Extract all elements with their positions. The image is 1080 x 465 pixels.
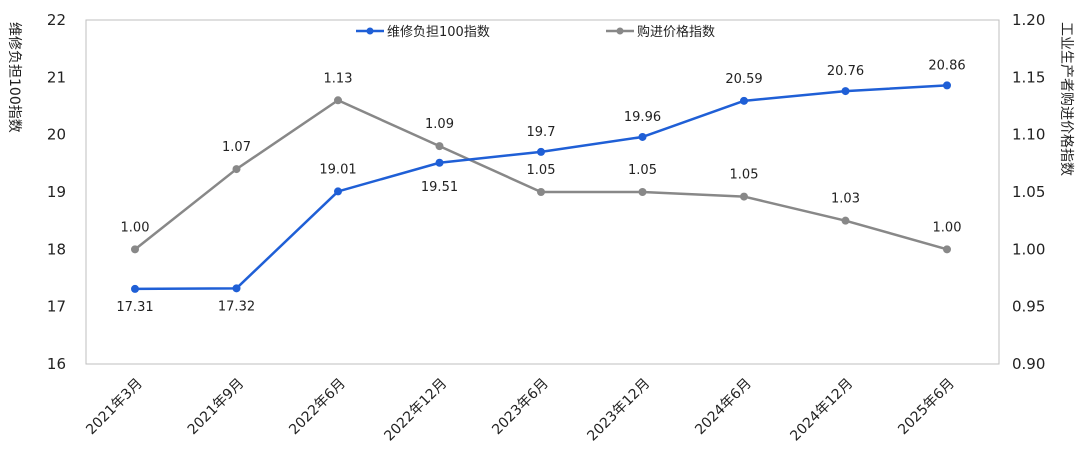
data-point: [740, 192, 748, 201]
data-point: [334, 187, 342, 196]
right-tick-label: 0.90: [1012, 355, 1045, 373]
data-label: 19.01: [319, 162, 356, 177]
right-tick-label: 1.00: [1012, 240, 1045, 258]
data-label: 20.86: [928, 58, 965, 73]
left-tick-label: 16: [47, 355, 66, 373]
left-axis-ticks: 16 17 18 19 20 21 22: [47, 11, 66, 373]
left-tick-label: 22: [47, 11, 66, 29]
legend-label-gray: 购进价格指数: [637, 24, 715, 40]
x-tick-label: 2022年6月: [286, 376, 349, 439]
x-axis-ticks: 2021年3月 2021年9月 2022年6月 2022年12月 2023年6月 2023…: [83, 376, 958, 445]
data-point: [232, 165, 241, 174]
series-layer: [131, 81, 951, 293]
data-point: [131, 245, 139, 254]
right-tick-label: 1.20: [1012, 11, 1045, 29]
data-point: [841, 87, 850, 96]
data-point: [334, 96, 342, 105]
data-label: 1.00: [121, 220, 150, 235]
data-point: [131, 284, 139, 293]
data-point: [638, 132, 647, 141]
x-tick-label: 2023年6月: [489, 376, 552, 439]
right-tick-label: 1.05: [1012, 183, 1045, 201]
data-point: [943, 245, 951, 254]
left-tick-label: 20: [47, 126, 66, 144]
legend-marker-gray: [616, 27, 624, 35]
data-point: [537, 147, 545, 156]
series-line-0: [134, 84, 948, 291]
x-tick-label: 2024年12月: [787, 376, 856, 445]
data-label: 17.32: [218, 299, 255, 314]
data-label: 1.05: [730, 168, 759, 183]
data-label: 20.76: [827, 64, 864, 79]
legend-marker-blue: [366, 27, 374, 35]
data-point: [537, 188, 545, 196]
data-labels: 1.00 1.07 1.13 1.09 1.05 1.05 1.05 1.03 1.00 17.3…: [116, 58, 965, 315]
data-label: 20.59: [725, 72, 762, 87]
x-tick-label: 2024年6月: [692, 376, 755, 439]
data-label: 1.09: [425, 117, 454, 132]
data-label: 1.05: [628, 163, 657, 178]
right-axis-title: 工业生产者购进价格指数: [1058, 22, 1074, 176]
data-point: [943, 81, 951, 90]
left-tick-label: 19: [47, 183, 66, 201]
x-tick-label: 2025年6月: [895, 376, 958, 439]
x-tick-label: 2021年3月: [83, 376, 146, 439]
legend: 维修负担100指数 购进价格指数: [356, 24, 715, 40]
data-label: 1.00: [933, 220, 962, 235]
right-tick-label: 0.95: [1012, 298, 1045, 316]
data-point: [435, 142, 444, 151]
data-point: [638, 188, 647, 196]
x-tick-label: 2022年12月: [381, 376, 450, 445]
data-label: 1.03: [831, 192, 860, 207]
data-point: [740, 96, 748, 105]
data-label: 1.13: [324, 71, 353, 86]
left-tick-label: 18: [47, 240, 66, 258]
data-label: 19.51: [421, 180, 458, 195]
data-label: 1.07: [222, 140, 251, 155]
legend-label-blue: 维修负担100指数: [387, 25, 490, 40]
data-point: [232, 284, 241, 293]
right-tick-label: 1.10: [1012, 126, 1045, 144]
left-tick-label: 17: [47, 298, 66, 316]
x-tick-label: 2021年9月: [185, 376, 248, 439]
data-point: [435, 158, 444, 167]
data-label: 1.05: [527, 163, 556, 178]
data-label: 19.7: [527, 125, 556, 140]
data-point: [841, 216, 850, 225]
x-tick-label: 2023年12月: [584, 376, 653, 445]
left-tick-label: 21: [47, 68, 66, 86]
right-tick-label: 1.15: [1012, 68, 1045, 86]
data-label: 17.31: [116, 300, 153, 315]
plot-frame: [85, 19, 1000, 365]
right-axis-ticks: 0.90 0.95 1.00 1.05 1.10 1.15 1.20: [1012, 11, 1045, 373]
data-label: 19.96: [624, 110, 661, 125]
left-axis-title: 维修负担100指数: [6, 22, 22, 133]
